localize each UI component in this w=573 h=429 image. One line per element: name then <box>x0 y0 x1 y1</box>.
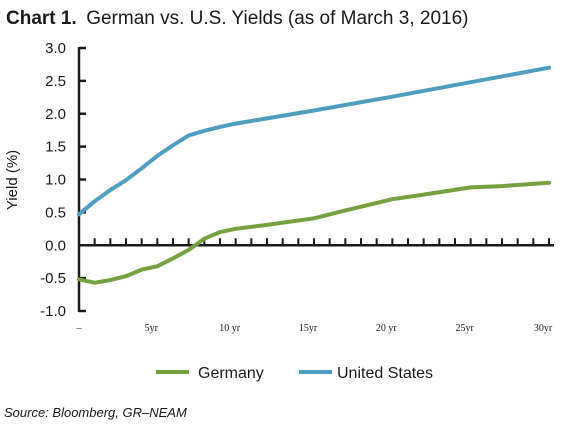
series-line-united-states <box>77 65 551 217</box>
chart-title-text: German vs. U.S. Yields (as of March 3, 2… <box>86 8 468 29</box>
y-tick-label: 0.0 <box>45 237 66 254</box>
y-tick-label: 2.0 <box>45 106 66 123</box>
legend-label-germany: Germany <box>198 365 264 382</box>
x-tick-label: 25yr <box>455 323 474 334</box>
x-tick-label: 5yr <box>145 323 159 334</box>
y-tick-label: 3.0 <box>45 40 66 57</box>
chart-title: Chart 1. German vs. U.S. Yields (as of M… <box>6 8 468 29</box>
legend: Germany United States <box>156 365 433 382</box>
x-tick-label: 10 yr <box>219 323 241 334</box>
y-tick-label: 1.0 <box>45 172 66 189</box>
y-tick-label: -0.5 <box>40 270 66 287</box>
y-axis-label: Yield (%) <box>4 150 21 210</box>
source-note: Source: Bloomberg, GR–NEAM <box>4 405 187 420</box>
x-tick-label: 20 yr <box>376 323 398 334</box>
y-axis-tick-marks <box>79 46 86 313</box>
y-tick-label: 0.5 <box>45 204 66 221</box>
x-tick-label: 15yr <box>299 323 318 334</box>
series-line-germany <box>77 180 551 285</box>
y-tick-label: -1.0 <box>40 303 66 320</box>
x-axis-tick-marks <box>78 238 550 246</box>
y-tick-label: 2.5 <box>45 73 66 90</box>
x-tick-labels: – 5yr 10 yr 15yr 20 yr 25yr 30yr <box>76 323 553 334</box>
x-tick-label: 30yr <box>534 323 553 334</box>
x-tick-label: – <box>76 323 83 334</box>
y-tick-labels: 3.0 2.5 2.0 1.5 1.0 0.5 0.0 -0.5 -1.0 <box>40 40 66 320</box>
legend-label-united-states: United States <box>337 365 433 382</box>
series-lines <box>77 65 551 285</box>
y-tick-label: 1.5 <box>45 139 66 156</box>
chart-title-prefix: Chart 1. <box>6 8 77 29</box>
